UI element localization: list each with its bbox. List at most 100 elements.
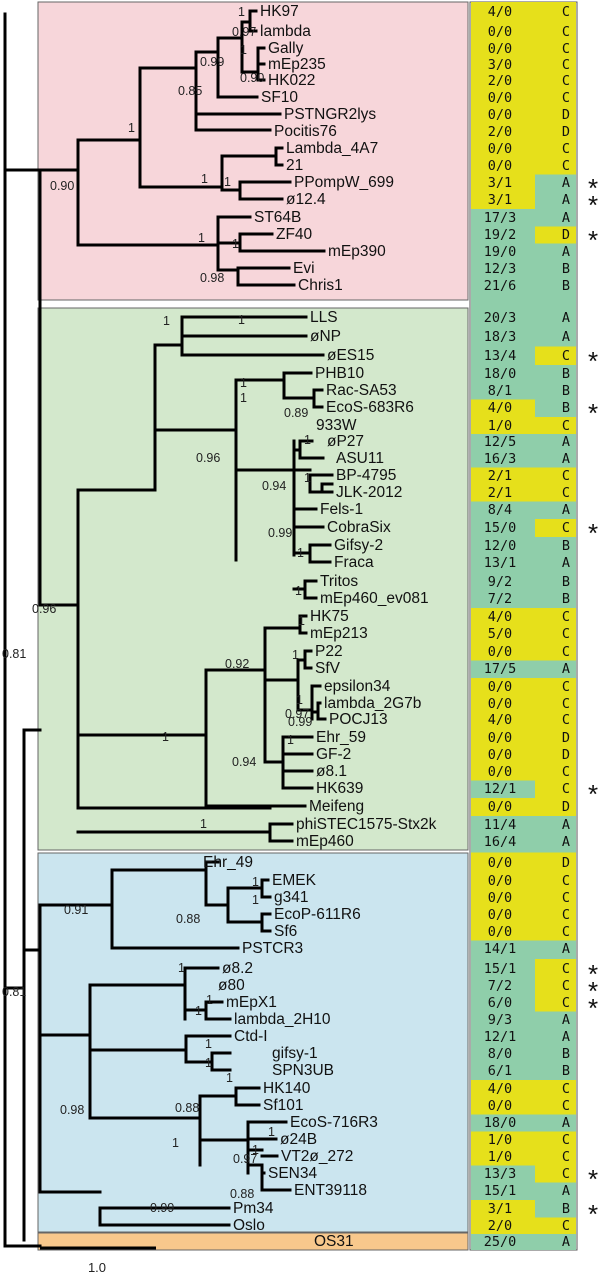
taxon-name: Pocitis76 [274, 123, 337, 140]
outgroup-background [37, 1232, 469, 1251]
support-value: 0.92 [225, 657, 249, 671]
taxon-row-hk140: HK140 4/0 C [263, 1080, 570, 1097]
count-value: 0/0 [488, 873, 512, 889]
support-value: 0.99 [150, 1201, 174, 1215]
class-cell [535, 226, 576, 244]
class-value: A [562, 210, 570, 226]
count-cell [471, 123, 535, 141]
taxon-row-hk022: HK022 2/0 C [268, 72, 570, 89]
count-cell [471, 382, 535, 400]
count-value: 19/2 [484, 227, 517, 243]
class-value: C [562, 907, 570, 923]
count-cell [471, 277, 535, 302]
class-cell [535, 940, 576, 959]
class-cell [535, 191, 576, 209]
count-value: 0/0 [488, 696, 512, 712]
count-cell [471, 798, 535, 816]
taxon-row-zf40: ZF40 19/2 D * [276, 225, 598, 255]
class-value: C [562, 24, 570, 40]
count-value: 20/3 [484, 310, 517, 326]
taxon-row-pstcr3: PSTCR3 14/1 A [242, 940, 570, 957]
class-value: B [562, 538, 570, 554]
support-value: 1 [268, 1125, 275, 1139]
count-cell [471, 346, 535, 365]
taxon-row-phb10: PHB10 18/0 B [315, 365, 570, 382]
count-cell [471, 746, 535, 764]
support-value: 1 [162, 730, 169, 744]
count-value: 0/0 [488, 855, 512, 871]
class-cell [535, 22, 576, 41]
support-value: 0.90 [50, 179, 74, 193]
class-cell [535, 572, 576, 591]
class-value: A [562, 661, 570, 677]
class-value: B [562, 261, 570, 277]
count-cell [471, 1165, 535, 1183]
pink-clade-background [37, 1, 469, 301]
taxon-row-epsilon34: epsilon34 0/0 C [324, 678, 570, 695]
count-value: 2/0 [488, 1218, 512, 1234]
count-cell [471, 399, 535, 417]
class-value: B [562, 400, 570, 416]
taxon-name: øES15 [327, 347, 374, 364]
support-value: 0.99 [200, 55, 224, 69]
count-value: 1/0 [488, 1149, 512, 1165]
class-value: C [562, 90, 570, 106]
count-cell [471, 89, 535, 107]
count-cell [471, 959, 535, 978]
taxon-row-fels-1: Fels-1 8/4 A [320, 501, 570, 518]
class-value: B [562, 1063, 570, 1079]
taxon-name: g341 [274, 889, 308, 906]
support-value: 0.88 [230, 1187, 254, 1201]
count-value: 12/1 [484, 781, 517, 797]
class-cell [535, 977, 576, 995]
taxon-row-asu11: ASU11 16/3 A [336, 450, 570, 467]
count-cell [471, 174, 535, 192]
taxon-row-pocitis76: Pocitis76 2/0 D [274, 123, 570, 140]
star-marker-icon: * [588, 976, 598, 1006]
taxon-name: Gifsy-2 [334, 537, 383, 554]
class-value: C [562, 696, 570, 712]
count-value: 14/1 [484, 941, 517, 957]
class-value: B [562, 383, 570, 399]
star-marker-icon: * [588, 190, 598, 220]
count-cell [471, 1011, 535, 1029]
taxon-row-21: 21 0/0 C [286, 157, 570, 174]
class-value: C [562, 924, 570, 940]
taxon-name: Fels-1 [320, 501, 363, 518]
count-cell [471, 450, 535, 468]
support-value: 1 [201, 172, 208, 186]
support-value: 1 [172, 1136, 179, 1150]
count-value: 0/0 [488, 24, 512, 40]
taxon-name: Tritos [320, 573, 358, 590]
taxon-name: ø8.2 [222, 960, 253, 977]
class-cell [535, 1097, 576, 1115]
taxon-row-st64b: ST64B 17/3 A [254, 209, 570, 226]
star-marker-icon: * [588, 1199, 598, 1229]
count-value: 3/1 [488, 175, 512, 191]
taxon-row-80: ø80 7/2 C * [218, 976, 598, 1006]
taxon-row-es15: øES15 13/4 C * [327, 346, 598, 376]
count-cell [471, 712, 535, 729]
taxon-row-fraca: Fraca 13/1 A [334, 554, 570, 571]
class-value: A [562, 244, 570, 260]
count-value: 4/0 [488, 1081, 512, 1097]
count-value: 0/0 [488, 90, 512, 106]
count-cell [471, 1045, 535, 1063]
taxon-row-lambda-2g7b: lambda_2G7b 0/0 C [324, 695, 570, 712]
count-cell [471, 729, 535, 747]
taxon-row-933w: 933W 1/0 C [316, 417, 570, 434]
class-cell [535, 1045, 576, 1063]
class-cell [535, 157, 576, 175]
count-value: 15/0 [484, 520, 517, 536]
star-marker-icon: * [588, 225, 598, 255]
taxon-row-sen34: SEN34 13/3 C * [268, 1164, 598, 1194]
taxon-row-sf10: SF10 0/0 C [261, 89, 570, 106]
taxon-row-jlk-2012: JLK-2012 2/1 C [336, 484, 570, 501]
class-cell [535, 209, 576, 227]
class-value: C [562, 418, 570, 434]
count-cell [471, 940, 535, 959]
taxon-row-hk75: HK75 4/0 C [310, 608, 570, 625]
count-cell [471, 106, 535, 124]
taxon-name: Sf101 [263, 1097, 304, 1114]
